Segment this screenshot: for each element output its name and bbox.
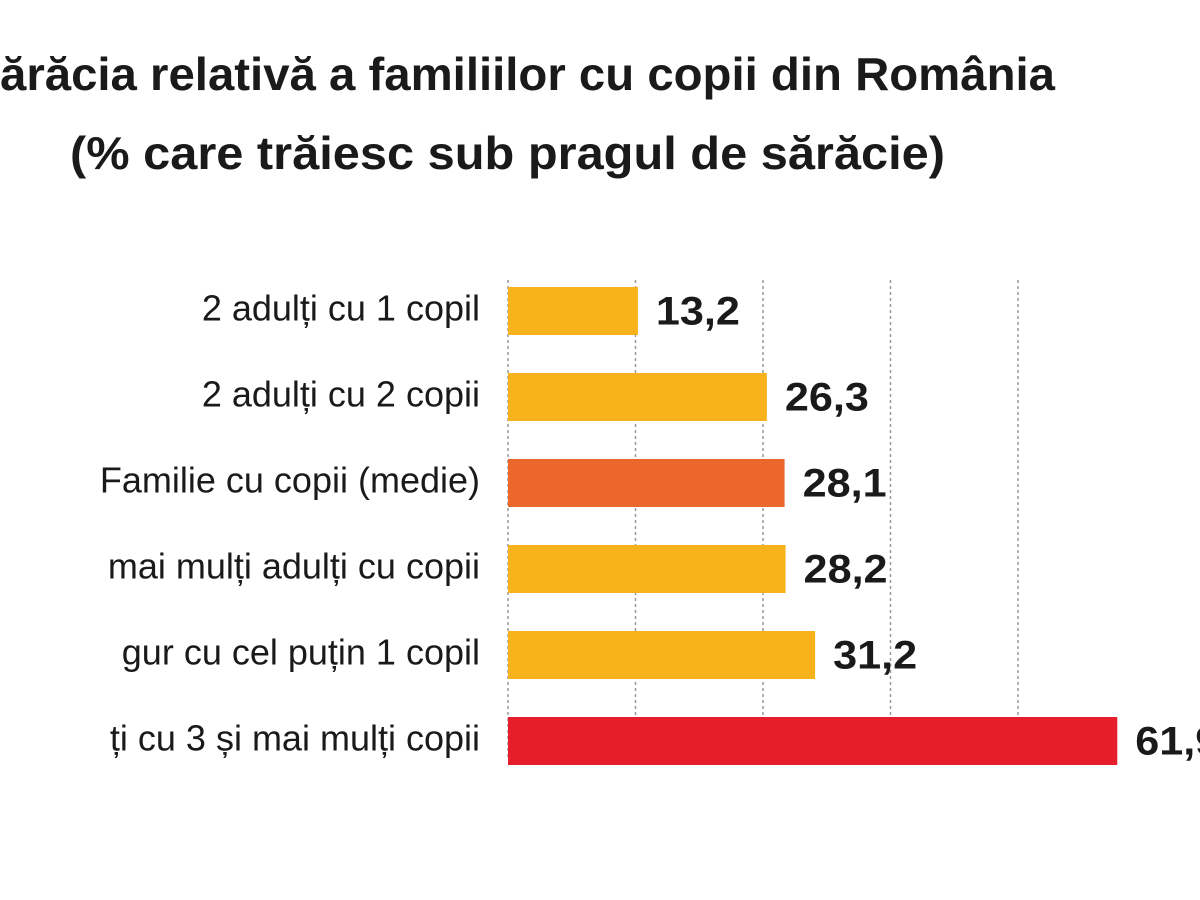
chart-subtitle: (% care trăiesc sub pragul de sărăcie) [70,127,945,179]
category-label: gur cu cel puțin 1 copil [122,632,480,673]
value-label: 28,2 [804,548,888,592]
value-label: 13,2 [656,290,740,334]
category-label: 2 adulți cu 1 copil [202,288,480,329]
bar [508,373,767,421]
value-label: 26,3 [785,376,869,420]
value-label: 31,2 [833,634,917,678]
bar [508,287,638,335]
category-label: Familie cu copii (medie) [100,460,480,501]
bar [508,631,816,679]
category-label: 2 adulți cu 2 copii [202,374,480,415]
chart-title: ărăcia relativă a familiilor cu copii di… [0,48,1055,100]
value-label: 61,9 [1135,720,1200,764]
bar [508,459,785,507]
bar [508,545,786,593]
category-label: ți cu 3 și mai mulți copii [110,718,480,759]
bar [508,717,1118,765]
value-label: 28,1 [803,462,887,506]
category-label: mai mulți adulți cu copii [108,546,480,587]
